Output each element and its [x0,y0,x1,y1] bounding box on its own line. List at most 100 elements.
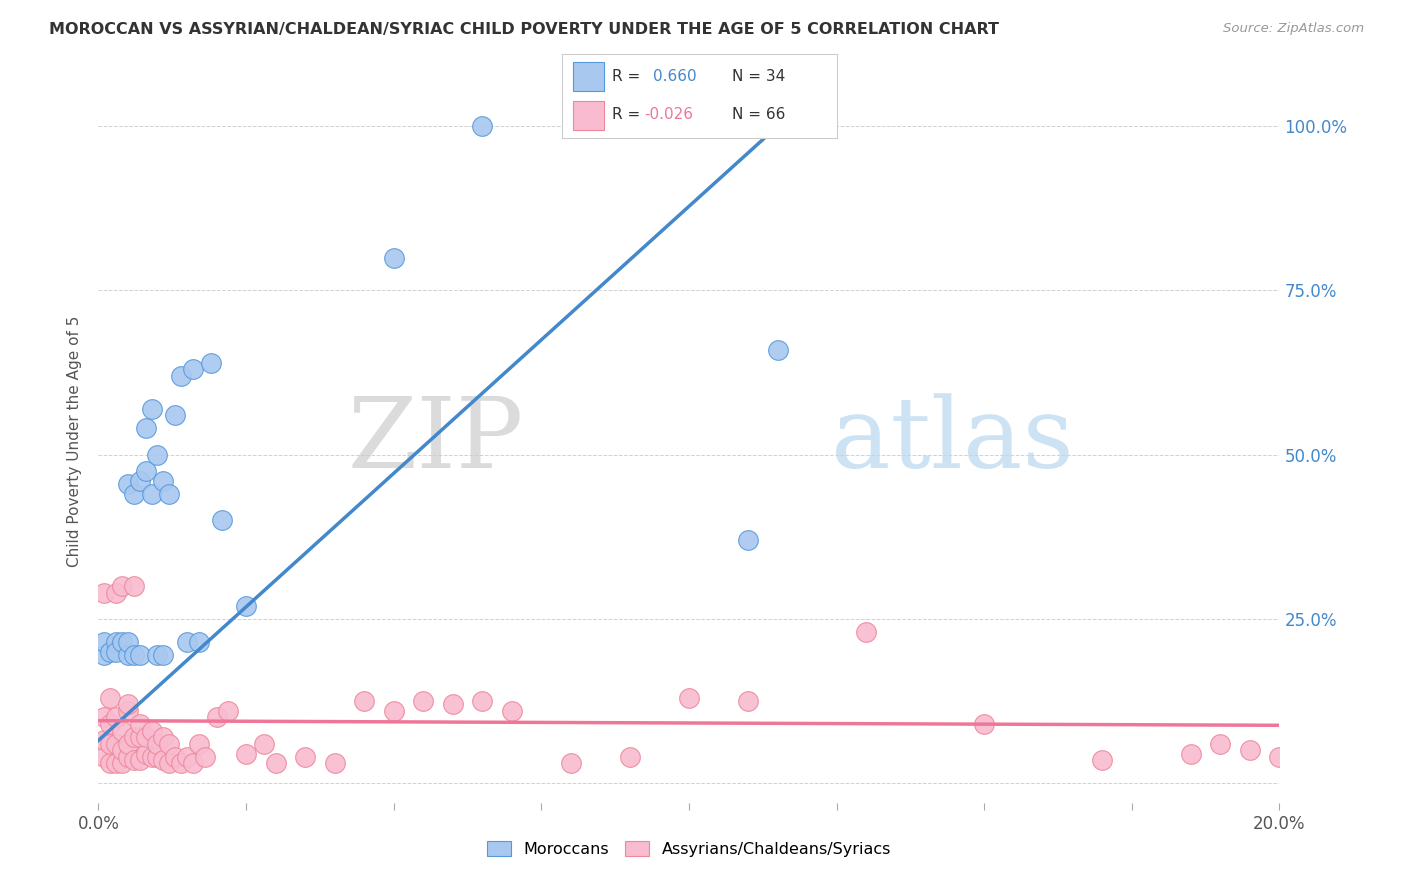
Point [122,579,145,593]
Point [128,648,150,662]
Point [141,401,163,416]
Point [323,756,346,771]
Point [111,579,134,593]
Point [766,343,789,357]
Point [441,698,464,712]
FancyBboxPatch shape [574,62,603,91]
Point [98,717,121,731]
Point [105,756,128,771]
Point [973,717,995,731]
Point [141,487,163,501]
Point [152,730,174,744]
Point [146,749,169,764]
Y-axis label: Child Poverty Under the Age of 5: Child Poverty Under the Age of 5 [67,316,83,567]
Point [176,635,198,649]
Point [170,756,193,771]
Point [353,694,375,708]
Point [93,635,115,649]
Text: 0.660: 0.660 [652,69,696,84]
Point [217,704,239,718]
Legend: Moroccans, Assyrians/Chaldeans/Syriacs: Moroccans, Assyrians/Chaldeans/Syriacs [481,835,897,863]
Text: N = 66: N = 66 [733,107,786,122]
Point [105,645,128,659]
Point [165,409,187,423]
Point [176,749,198,764]
Text: atlas: atlas [831,393,1073,490]
Point [471,694,494,708]
Point [1239,743,1261,757]
Point [152,753,174,767]
Point [128,717,150,731]
Point [93,749,115,764]
Point [98,645,121,659]
Point [117,749,139,764]
Point [105,737,128,751]
Point [111,723,134,738]
Point [1180,747,1202,761]
Point [135,747,157,761]
Text: R =: R = [612,69,640,84]
Point [122,487,145,501]
Point [157,487,180,501]
Point [253,737,276,751]
Point [98,737,121,751]
Point [93,710,115,724]
Point [117,704,139,718]
Point [122,648,145,662]
FancyBboxPatch shape [574,101,603,130]
Point [152,474,174,488]
Point [187,737,209,751]
Point [194,749,217,764]
Point [619,749,641,764]
Point [135,464,157,478]
Point [146,648,169,662]
Point [170,368,193,383]
Point [200,356,222,370]
Point [1091,753,1114,767]
Point [117,648,139,662]
Point [111,756,134,771]
Point [678,690,700,705]
Point [1209,737,1232,751]
Point [1268,749,1291,764]
Point [187,635,209,649]
Point [855,625,877,640]
Point [471,120,494,134]
Text: MOROCCAN VS ASSYRIAN/CHALDEAN/SYRIAC CHILD POVERTY UNDER THE AGE OF 5 CORRELATIO: MOROCCAN VS ASSYRIAN/CHALDEAN/SYRIAC CHI… [49,22,1000,37]
Point [93,648,115,662]
Text: R =: R = [612,107,640,122]
Point [737,533,759,547]
Point [135,730,157,744]
Point [117,477,139,491]
Point [737,694,759,708]
Point [157,737,180,751]
Point [135,421,157,435]
Point [235,747,257,761]
Point [264,756,287,771]
Point [117,698,139,712]
Point [122,730,145,744]
Point [146,737,169,751]
Text: ZIP: ZIP [347,393,523,490]
Point [146,448,169,462]
Point [181,756,204,771]
Point [105,710,128,724]
Point [111,635,134,649]
Point [98,690,121,705]
Point [181,362,204,376]
Point [105,585,128,599]
Point [117,737,139,751]
Point [294,749,316,764]
Point [560,756,582,771]
Point [205,710,228,724]
Point [128,730,150,744]
Point [211,513,233,527]
Point [93,733,115,747]
Point [501,704,523,718]
Point [141,723,163,738]
Point [105,635,128,649]
Point [128,753,150,767]
Point [157,756,180,771]
Point [98,756,121,771]
Point [382,704,405,718]
